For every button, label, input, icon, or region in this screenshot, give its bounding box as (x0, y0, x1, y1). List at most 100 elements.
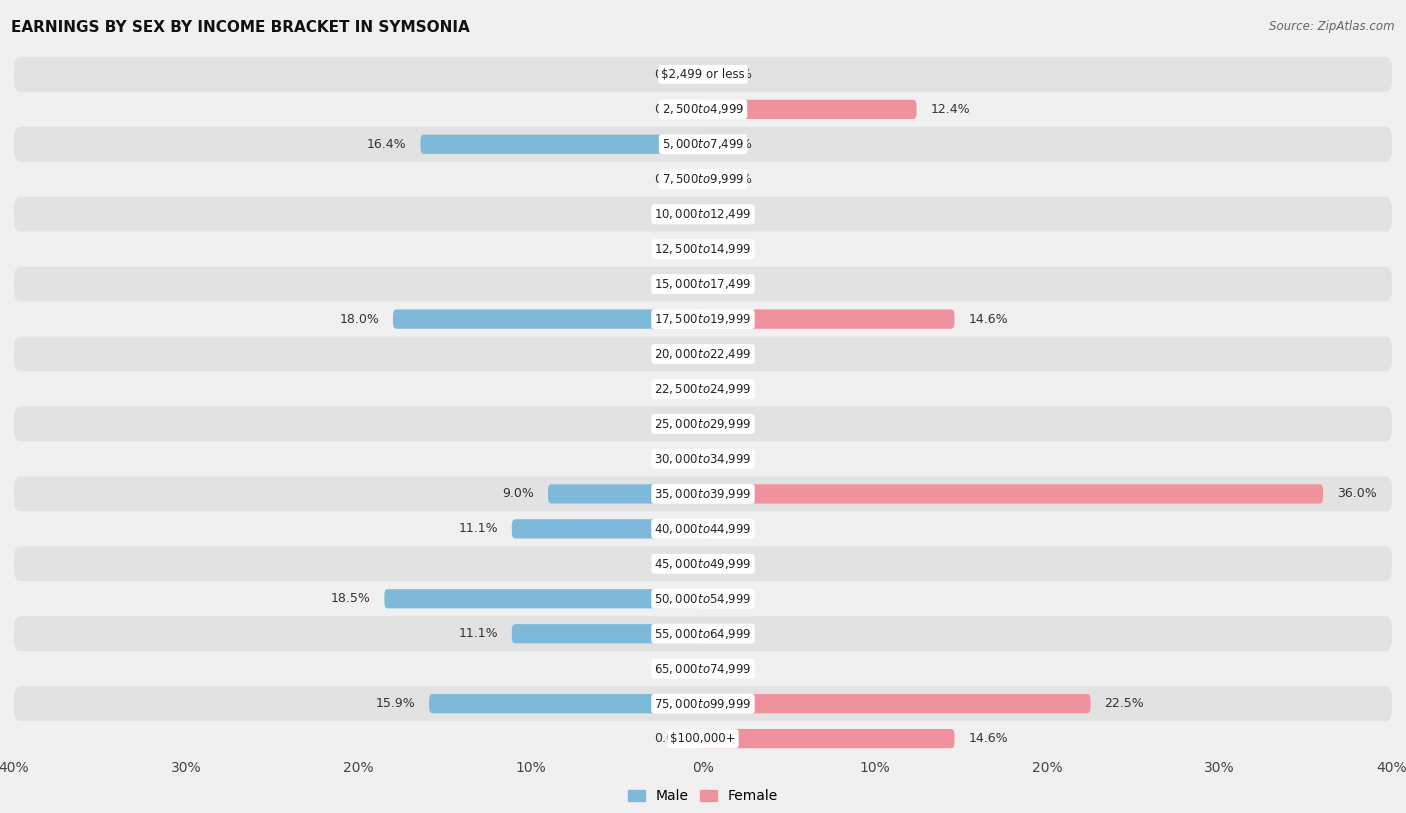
FancyBboxPatch shape (703, 275, 711, 293)
Text: 16.4%: 16.4% (367, 138, 406, 150)
FancyBboxPatch shape (695, 659, 703, 678)
FancyBboxPatch shape (695, 345, 703, 363)
Text: 14.6%: 14.6% (969, 313, 1008, 325)
Text: $7,500 to $9,999: $7,500 to $9,999 (662, 172, 744, 186)
Text: 0.0%: 0.0% (654, 558, 686, 570)
FancyBboxPatch shape (695, 100, 703, 119)
Text: $50,000 to $54,999: $50,000 to $54,999 (654, 592, 752, 606)
Text: $17,500 to $19,999: $17,500 to $19,999 (654, 312, 752, 326)
Text: $100,000+: $100,000+ (671, 733, 735, 745)
FancyBboxPatch shape (695, 240, 703, 259)
FancyBboxPatch shape (703, 624, 711, 643)
Text: 0.0%: 0.0% (654, 383, 686, 395)
Text: EARNINGS BY SEX BY INCOME BRACKET IN SYMSONIA: EARNINGS BY SEX BY INCOME BRACKET IN SYM… (11, 20, 470, 35)
FancyBboxPatch shape (695, 729, 703, 748)
FancyBboxPatch shape (14, 232, 1392, 267)
Text: 0.0%: 0.0% (720, 138, 752, 150)
Text: 0.0%: 0.0% (654, 418, 686, 430)
FancyBboxPatch shape (703, 450, 711, 468)
Text: $40,000 to $44,999: $40,000 to $44,999 (654, 522, 752, 536)
Text: 0.0%: 0.0% (654, 453, 686, 465)
Text: $12,500 to $14,999: $12,500 to $14,999 (654, 242, 752, 256)
Text: 0.0%: 0.0% (654, 663, 686, 675)
FancyBboxPatch shape (14, 581, 1392, 616)
FancyBboxPatch shape (420, 135, 703, 154)
FancyBboxPatch shape (14, 721, 1392, 756)
Text: 9.0%: 9.0% (502, 488, 534, 500)
Text: 0.0%: 0.0% (720, 243, 752, 255)
FancyBboxPatch shape (14, 337, 1392, 372)
Text: 0.0%: 0.0% (720, 663, 752, 675)
Text: $20,000 to $22,499: $20,000 to $22,499 (654, 347, 752, 361)
Text: 0.0%: 0.0% (720, 173, 752, 185)
Text: $15,000 to $17,499: $15,000 to $17,499 (654, 277, 752, 291)
Text: 36.0%: 36.0% (1337, 488, 1376, 500)
FancyBboxPatch shape (703, 485, 1323, 503)
Text: 15.9%: 15.9% (375, 698, 415, 710)
FancyBboxPatch shape (384, 589, 703, 608)
FancyBboxPatch shape (14, 651, 1392, 686)
Text: $35,000 to $39,999: $35,000 to $39,999 (654, 487, 752, 501)
FancyBboxPatch shape (703, 729, 955, 748)
Text: 14.6%: 14.6% (969, 733, 1008, 745)
Text: $55,000 to $64,999: $55,000 to $64,999 (654, 627, 752, 641)
FancyBboxPatch shape (703, 135, 711, 154)
FancyBboxPatch shape (695, 275, 703, 293)
Text: $2,500 to $4,999: $2,500 to $4,999 (662, 102, 744, 116)
FancyBboxPatch shape (695, 65, 703, 84)
FancyBboxPatch shape (14, 476, 1392, 511)
FancyBboxPatch shape (14, 267, 1392, 302)
FancyBboxPatch shape (14, 441, 1392, 476)
FancyBboxPatch shape (14, 302, 1392, 337)
FancyBboxPatch shape (703, 380, 711, 398)
FancyBboxPatch shape (14, 197, 1392, 232)
Text: 0.0%: 0.0% (654, 243, 686, 255)
Text: 0.0%: 0.0% (720, 593, 752, 605)
FancyBboxPatch shape (695, 415, 703, 433)
FancyBboxPatch shape (14, 686, 1392, 721)
Text: 0.0%: 0.0% (654, 278, 686, 290)
Text: 11.1%: 11.1% (458, 628, 498, 640)
Text: $25,000 to $29,999: $25,000 to $29,999 (654, 417, 752, 431)
Text: 12.4%: 12.4% (931, 103, 970, 115)
FancyBboxPatch shape (392, 310, 703, 328)
Text: 0.0%: 0.0% (720, 348, 752, 360)
Text: 0.0%: 0.0% (720, 628, 752, 640)
FancyBboxPatch shape (14, 372, 1392, 406)
FancyBboxPatch shape (512, 624, 703, 643)
Text: 0.0%: 0.0% (720, 558, 752, 570)
Text: 18.5%: 18.5% (330, 593, 371, 605)
Text: Source: ZipAtlas.com: Source: ZipAtlas.com (1270, 20, 1395, 33)
Text: 0.0%: 0.0% (720, 418, 752, 430)
FancyBboxPatch shape (703, 659, 711, 678)
Text: 0.0%: 0.0% (720, 453, 752, 465)
Legend: Male, Female: Male, Female (623, 784, 783, 809)
FancyBboxPatch shape (695, 205, 703, 224)
FancyBboxPatch shape (14, 127, 1392, 162)
Text: 0.0%: 0.0% (654, 208, 686, 220)
Text: $10,000 to $12,499: $10,000 to $12,499 (654, 207, 752, 221)
FancyBboxPatch shape (695, 170, 703, 189)
Text: 0.0%: 0.0% (654, 733, 686, 745)
FancyBboxPatch shape (703, 240, 711, 259)
Text: 22.5%: 22.5% (1104, 698, 1144, 710)
FancyBboxPatch shape (703, 65, 711, 84)
Text: $65,000 to $74,999: $65,000 to $74,999 (654, 662, 752, 676)
FancyBboxPatch shape (703, 589, 711, 608)
FancyBboxPatch shape (548, 485, 703, 503)
FancyBboxPatch shape (14, 616, 1392, 651)
FancyBboxPatch shape (703, 694, 1091, 713)
Text: $5,000 to $7,499: $5,000 to $7,499 (662, 137, 744, 151)
Text: 0.0%: 0.0% (720, 68, 752, 80)
FancyBboxPatch shape (14, 511, 1392, 546)
FancyBboxPatch shape (695, 380, 703, 398)
FancyBboxPatch shape (703, 205, 711, 224)
FancyBboxPatch shape (703, 310, 955, 328)
Text: 18.0%: 18.0% (339, 313, 380, 325)
Text: 0.0%: 0.0% (720, 523, 752, 535)
FancyBboxPatch shape (703, 520, 711, 538)
FancyBboxPatch shape (14, 57, 1392, 92)
Text: $75,000 to $99,999: $75,000 to $99,999 (654, 697, 752, 711)
FancyBboxPatch shape (703, 100, 917, 119)
FancyBboxPatch shape (695, 450, 703, 468)
